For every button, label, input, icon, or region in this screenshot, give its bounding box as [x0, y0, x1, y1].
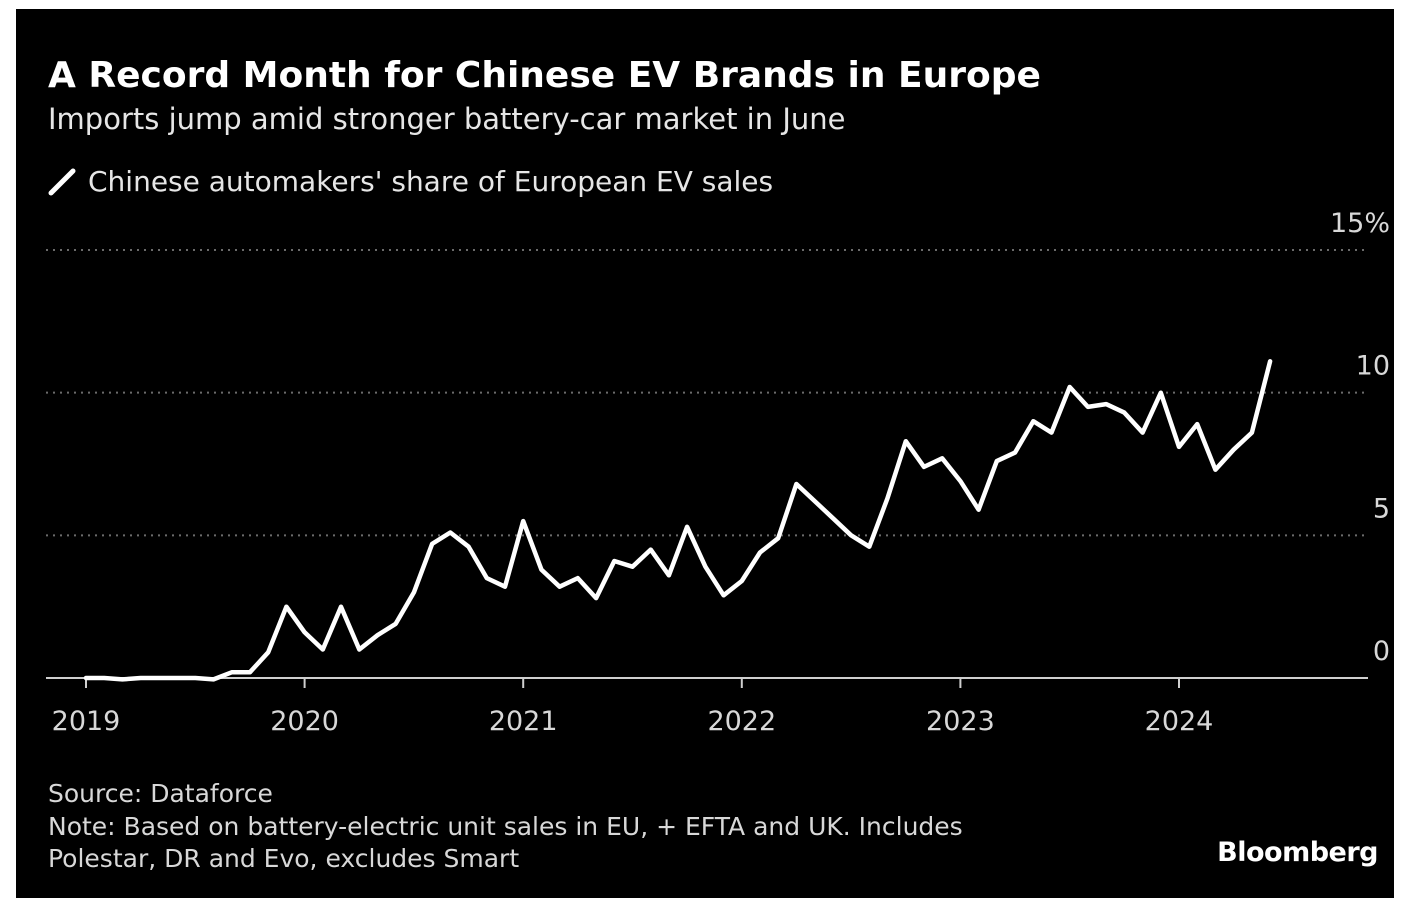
- chart-subtitle: Imports jump amid stronger battery-car m…: [48, 102, 846, 136]
- x-tick-label: 2022: [707, 706, 776, 737]
- bloomberg-logo: Bloomberg: [1217, 837, 1378, 868]
- legend-label: Chinese automakers' share of European EV…: [88, 165, 774, 198]
- series-group: [83, 359, 1273, 682]
- x-tick-label: 2024: [1145, 706, 1214, 737]
- y-tick-label: 5: [1373, 493, 1390, 524]
- x-tick-label: 2020: [270, 706, 339, 737]
- x-tick-label: 2023: [926, 706, 995, 737]
- x-tick-label: 2021: [489, 706, 558, 737]
- line-chart: 0 5 10 15% 2019 2020 2021 2022 2023 2024: [46, 208, 1390, 737]
- legend: Chinese automakers' share of European EV…: [48, 165, 773, 198]
- gridlines: [46, 249, 1368, 537]
- x-tick-label: 2019: [52, 706, 121, 737]
- source-note: Source: Dataforce: [48, 779, 273, 808]
- footnote-line-1: Note: Based on battery-electric unit sal…: [48, 812, 963, 841]
- y-tick-label: 0: [1373, 636, 1390, 667]
- chart-frame: 0 5 10 15% 2019 2020 2021 2022 2023 2024 A Recor…: [16, 9, 1394, 898]
- x-axis: 2019 2020 2021 2022 2023 2024: [52, 678, 1214, 737]
- y-axis: 0 5 10 15%: [1330, 208, 1390, 667]
- chart-title: A Record Month for Chinese EV Brands in …: [48, 55, 1041, 96]
- legend-line-icon: [48, 168, 76, 195]
- footnote-line-2: Polestar, DR and Evo, excludes Smart: [48, 844, 520, 873]
- series-line-0: [83, 359, 1273, 682]
- y-tick-label: 15%: [1330, 208, 1390, 239]
- y-tick-label: 10: [1356, 351, 1390, 382]
